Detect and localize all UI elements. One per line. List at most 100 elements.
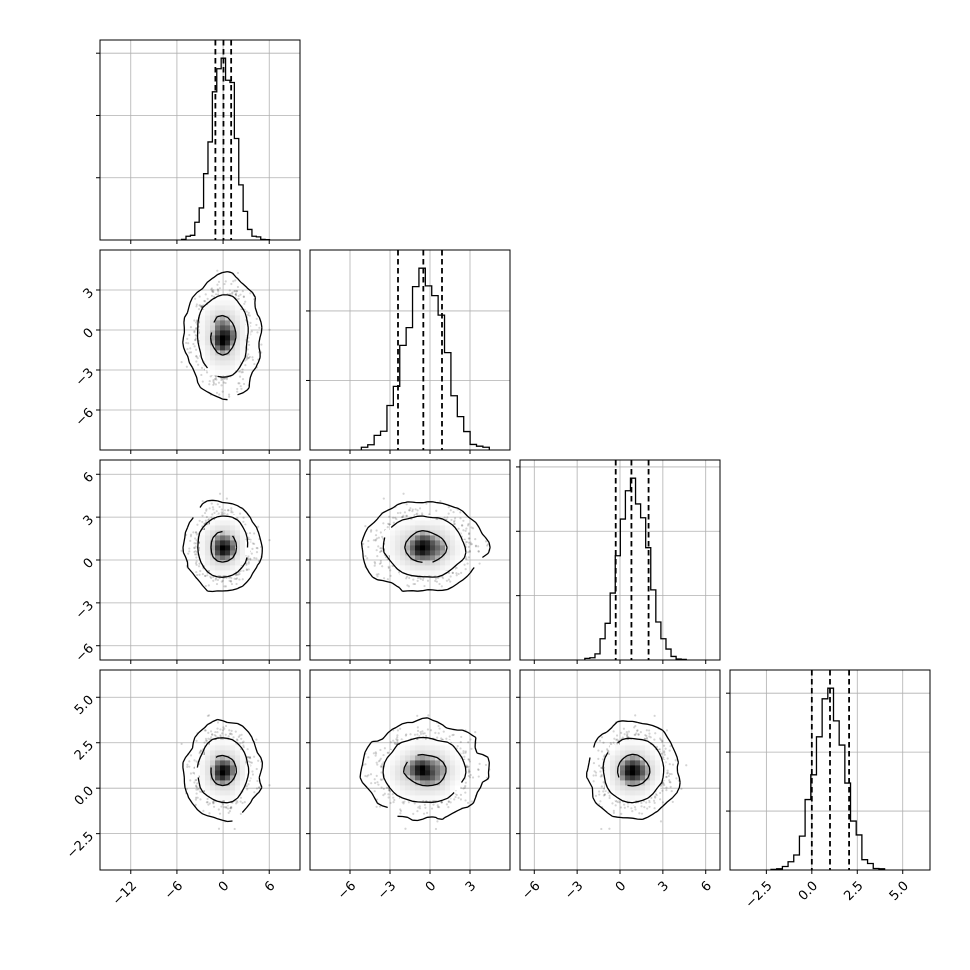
density-cell xyxy=(235,345,241,351)
sample-point xyxy=(238,512,242,515)
density-cell xyxy=(210,320,216,326)
sample-point xyxy=(195,553,198,556)
sample-point xyxy=(186,337,189,340)
sample-point xyxy=(209,375,212,378)
sample-point xyxy=(245,310,248,313)
sample-point xyxy=(223,282,226,286)
sample-point xyxy=(255,551,259,554)
sample-point xyxy=(234,289,237,293)
density-cell xyxy=(235,350,241,356)
sample-point xyxy=(465,540,468,544)
sample-point xyxy=(247,562,250,565)
sample-point xyxy=(212,378,215,382)
y-tick-label: 0 xyxy=(81,325,97,341)
sample-point xyxy=(245,358,248,361)
density-cell xyxy=(240,340,246,346)
sample-point xyxy=(212,380,215,383)
sample-point xyxy=(195,563,198,566)
density-cell xyxy=(230,360,236,366)
sample-point xyxy=(240,387,243,390)
sample-point xyxy=(208,380,211,383)
sample-point xyxy=(210,294,214,297)
sample-point xyxy=(195,560,198,563)
sample-point xyxy=(255,546,258,550)
sample-point xyxy=(253,362,256,366)
sample-point xyxy=(241,368,244,371)
density-cell xyxy=(230,300,236,306)
density-cell xyxy=(240,335,246,341)
sample-point xyxy=(205,508,208,511)
sample-point xyxy=(189,351,193,354)
sample-point xyxy=(386,578,389,581)
sample-point xyxy=(239,308,243,311)
density-cell xyxy=(215,335,221,341)
sample-point xyxy=(248,314,251,317)
sample-point xyxy=(247,555,250,558)
sample-point xyxy=(212,289,215,292)
sample-point xyxy=(242,295,245,299)
y-tick-label: 3 xyxy=(81,285,97,301)
density-cell xyxy=(230,355,236,361)
density-cell xyxy=(220,565,226,571)
sample-point xyxy=(255,317,258,320)
sample-point xyxy=(408,576,411,580)
density-cell xyxy=(220,305,226,311)
sample-point xyxy=(204,584,207,588)
sample-point xyxy=(195,319,199,322)
sample-point xyxy=(217,512,220,515)
sample-point xyxy=(196,523,199,526)
sample-point xyxy=(409,507,412,510)
density-cell xyxy=(210,330,216,336)
density-cell xyxy=(240,350,246,356)
density-cell xyxy=(215,340,221,346)
density-cell xyxy=(210,365,216,371)
sample-point xyxy=(201,520,204,524)
sample-point xyxy=(188,550,191,553)
x-tick-label: 2.5 xyxy=(841,879,866,904)
sample-point xyxy=(372,539,375,542)
sample-point xyxy=(196,573,199,577)
sample-point xyxy=(194,545,197,548)
density-cell xyxy=(200,555,206,561)
sample-point xyxy=(244,364,247,367)
sample-point xyxy=(464,529,467,533)
density-cell xyxy=(240,560,246,566)
sample-point xyxy=(194,297,197,300)
sample-point xyxy=(260,343,263,346)
density-cell xyxy=(230,545,236,551)
sample-point xyxy=(232,280,235,283)
density-cell xyxy=(215,545,221,551)
density-cell xyxy=(235,340,241,346)
histogram-panel-1 xyxy=(306,249,511,454)
sample-point xyxy=(212,295,216,298)
sample-point xyxy=(199,569,202,573)
sample-point xyxy=(201,573,204,576)
sample-point xyxy=(218,505,221,509)
density-cell xyxy=(220,355,226,361)
sample-point xyxy=(221,512,224,515)
density-cell xyxy=(220,545,226,551)
sample-point xyxy=(241,578,244,581)
density-cell xyxy=(220,295,226,301)
density-cell xyxy=(225,560,231,566)
sample-point xyxy=(225,378,228,381)
sample-point xyxy=(220,378,223,382)
sample-point xyxy=(238,375,242,378)
panel-content xyxy=(180,492,271,593)
sample-point xyxy=(238,572,241,576)
density-cell xyxy=(215,520,221,526)
sample-point xyxy=(245,568,248,571)
density-cell xyxy=(215,315,221,321)
sample-point xyxy=(247,340,250,343)
density-cell xyxy=(220,315,226,321)
sample-point xyxy=(389,574,392,577)
density-cell xyxy=(210,520,216,526)
sample-point xyxy=(251,542,255,545)
sample-point xyxy=(211,506,215,509)
sample-point xyxy=(188,333,191,337)
panel-frame xyxy=(99,39,301,241)
sample-point xyxy=(214,383,218,386)
density-cell xyxy=(215,550,221,556)
sample-point xyxy=(189,533,193,536)
sample-point xyxy=(195,556,198,559)
